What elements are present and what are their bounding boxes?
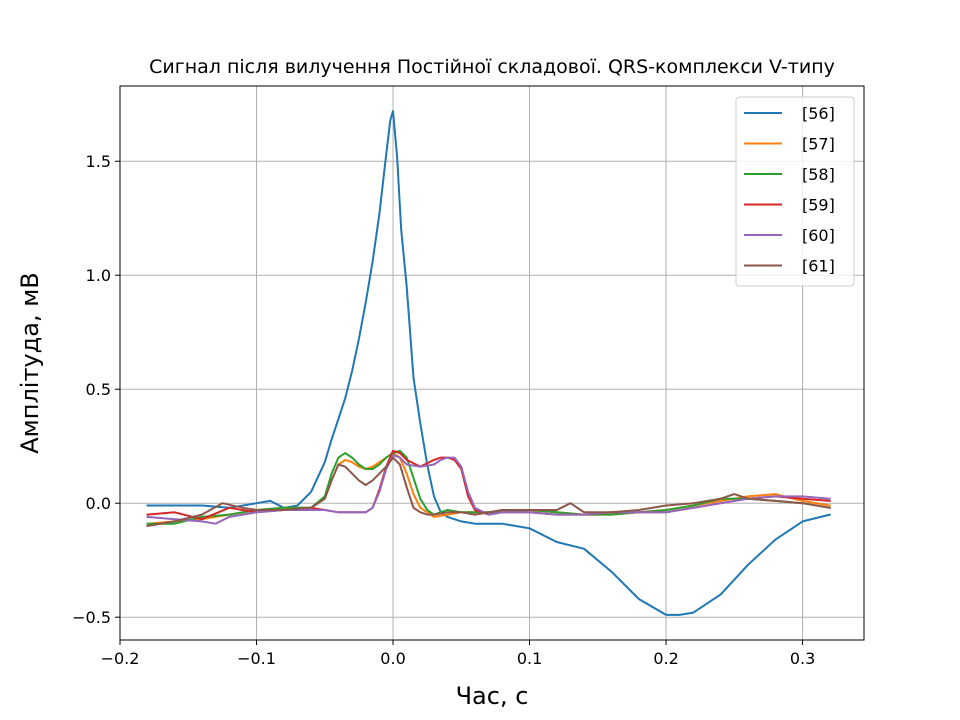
y-axis-label: Амплітуда, мВ [16, 272, 44, 454]
y-tick-label: 1.0 [86, 266, 111, 285]
y-tick-label: −0.5 [72, 608, 111, 627]
legend: [56] [57] [58] [59] [60] [61] [735, 96, 855, 287]
series-line-56 [146, 110, 831, 616]
y-tick-label: 0.5 [86, 380, 111, 399]
legend-label: [56] [802, 104, 835, 123]
legend-label: [58] [802, 165, 835, 184]
x-tick-label: 0.0 [380, 649, 405, 668]
legend-frame [735, 96, 855, 287]
legend-label: [60] [802, 226, 835, 245]
legend-label: [61] [802, 257, 835, 276]
x-tick-label: −0.2 [101, 649, 140, 668]
x-tick-label: −0.1 [237, 649, 276, 668]
axis-ticks: −0.2 −0.1 0.0 0.1 0.2 0.3 −0.5 0.0 0.5 1.0 1.5 [72, 152, 815, 668]
series-line-61 [146, 456, 831, 527]
axes-frame [119, 85, 865, 641]
chart-title: Сигнал після вилучення Постійної складов… [149, 56, 835, 78]
legend-label: [57] [802, 135, 835, 154]
x-tick-label: 0.3 [790, 649, 815, 668]
y-tick-label: 1.5 [86, 152, 111, 171]
y-tick-label: 0.0 [86, 494, 111, 513]
x-axis-label: Час, с [456, 682, 529, 710]
legend-label: [59] [802, 196, 835, 215]
series-line-60 [146, 454, 831, 525]
x-tick-label: 0.2 [653, 649, 678, 668]
plot-area [146, 110, 831, 616]
x-tick-label: 0.1 [517, 649, 542, 668]
